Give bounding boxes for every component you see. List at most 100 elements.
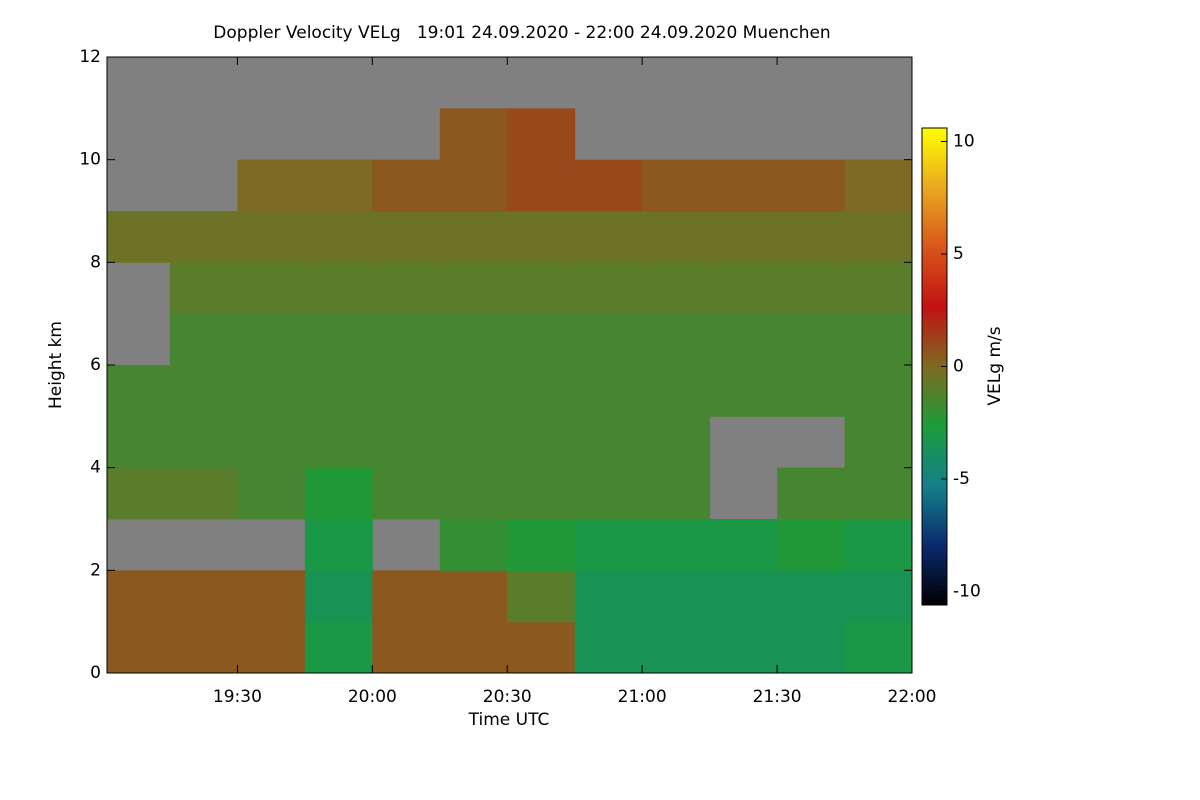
- heatmap-cell: [439, 211, 508, 263]
- heatmap-cell: [507, 519, 576, 571]
- heatmap-cell: [642, 416, 711, 469]
- heatmap-cell: [304, 467, 373, 520]
- heatmap-cell: [844, 416, 913, 469]
- y-tick-label: 12: [79, 47, 101, 67]
- heatmap-cell: [642, 262, 711, 315]
- heatmap-cell: [844, 467, 913, 520]
- heatmap-cell: [709, 570, 778, 623]
- heatmap-cell: [777, 570, 846, 623]
- heatmap-cell: [107, 365, 171, 417]
- heatmap-cell: [304, 416, 373, 469]
- x-axis-label: Time UTC: [468, 710, 550, 730]
- heatmap-cell: [107, 211, 171, 263]
- heatmap-cell: [237, 570, 306, 623]
- heatmap-cell: [169, 621, 238, 674]
- heatmap-cell: [642, 621, 711, 674]
- heatmap-cell: [507, 621, 576, 674]
- heatmap-cell: [507, 313, 576, 366]
- heatmap-cell: [844, 313, 913, 366]
- heatmap-cell: [844, 621, 913, 674]
- heatmap-cell: [507, 416, 576, 469]
- heatmap-cell: [642, 313, 711, 366]
- heatmap-cell: [439, 365, 508, 417]
- heatmap-cell: [107, 621, 171, 674]
- heatmap-cell: [709, 262, 778, 315]
- heatmap-cell: [507, 211, 576, 263]
- heatmap-cell: [237, 211, 306, 263]
- colorbar-tick-label: 5: [953, 244, 964, 264]
- heatmap-cell: [777, 211, 846, 263]
- heatmap-cell: [574, 211, 643, 263]
- chart-title: Doppler Velocity VELg 19:01 24.09.2020 -…: [213, 23, 830, 43]
- colorbar-tick-label: -10: [953, 582, 981, 602]
- x-tick-label: 21:30: [753, 687, 802, 707]
- heatmap-cell: [169, 313, 238, 366]
- heatmap-cell: [642, 519, 711, 571]
- y-tick-label: 10: [79, 150, 101, 170]
- heatmap-cell: [439, 159, 508, 212]
- heatmap-cell: [507, 108, 576, 161]
- heatmap-cell: [304, 313, 373, 366]
- y-tick-label: 8: [90, 252, 101, 272]
- heatmap-cell: [709, 211, 778, 263]
- heatmap-cell: [709, 621, 778, 674]
- heatmap-cell: [439, 519, 508, 571]
- heatmap-cell: [777, 313, 846, 366]
- heatmap-cell: [642, 570, 711, 623]
- heatmap-cell: [237, 365, 306, 417]
- heatmap-cell: [372, 365, 441, 417]
- heatmap-cell: [372, 416, 441, 469]
- heatmap-cell: [439, 570, 508, 623]
- heatmap-cell: [304, 570, 373, 623]
- heatmap-cell: [372, 467, 441, 520]
- heatmap-cell: [439, 416, 508, 469]
- heatmap-cell: [439, 108, 508, 161]
- heatmap-cell: [777, 262, 846, 315]
- heatmap-cell: [304, 262, 373, 315]
- heatmap-cell: [304, 519, 373, 571]
- heatmap-cell: [507, 159, 576, 212]
- heatmap-cell: [709, 313, 778, 366]
- heatmap-cell: [777, 621, 846, 674]
- heatmap-cell: [169, 467, 238, 520]
- heatmap-cell: [237, 262, 306, 315]
- heatmap-cell: [439, 467, 508, 520]
- heatmap-cell: [574, 365, 643, 417]
- heatmap-cell: [237, 416, 306, 469]
- heatmap-cell: [169, 416, 238, 469]
- heatmap-cell: [304, 621, 373, 674]
- heatmap-cell: [574, 262, 643, 315]
- heatmap-cell: [642, 159, 711, 212]
- heatmap-cell: [237, 621, 306, 674]
- heatmap-cell: [777, 159, 846, 212]
- heatmap-cell: [574, 519, 643, 571]
- y-tick-label: 6: [90, 355, 101, 375]
- heatmap-cell: [574, 621, 643, 674]
- heatmap-cell: [574, 416, 643, 469]
- heatmap-cell: [372, 313, 441, 366]
- heatmap-cell: [439, 313, 508, 366]
- heatmap-cell: [777, 365, 846, 417]
- heatmap-cell: [439, 262, 508, 315]
- colorbar-tick-label: -5: [953, 469, 970, 489]
- heatmap-cell: [844, 159, 913, 212]
- heatmap-cell: [642, 467, 711, 520]
- heatmap-cell: [372, 621, 441, 674]
- heatmap-cell: [169, 365, 238, 417]
- heatmap-cell: [844, 211, 913, 263]
- heatmap-cell: [107, 467, 171, 520]
- heatmap-cell: [169, 211, 238, 263]
- x-tick-label: 22:00: [888, 687, 937, 707]
- heatmap-cell: [574, 159, 643, 212]
- heatmap-cell: [304, 211, 373, 263]
- heatmap-cell: [844, 262, 913, 315]
- y-tick-label: 2: [90, 560, 101, 580]
- colorbar-label: VELg m/s: [985, 326, 1005, 405]
- heatmap-cell: [709, 519, 778, 571]
- heatmap-cell: [304, 159, 373, 212]
- colorbar-tick-label: 0: [953, 357, 964, 377]
- heatmap-cell: [507, 570, 576, 623]
- x-tick-label: 19:30: [213, 687, 262, 707]
- heatmap-cell: [777, 467, 846, 520]
